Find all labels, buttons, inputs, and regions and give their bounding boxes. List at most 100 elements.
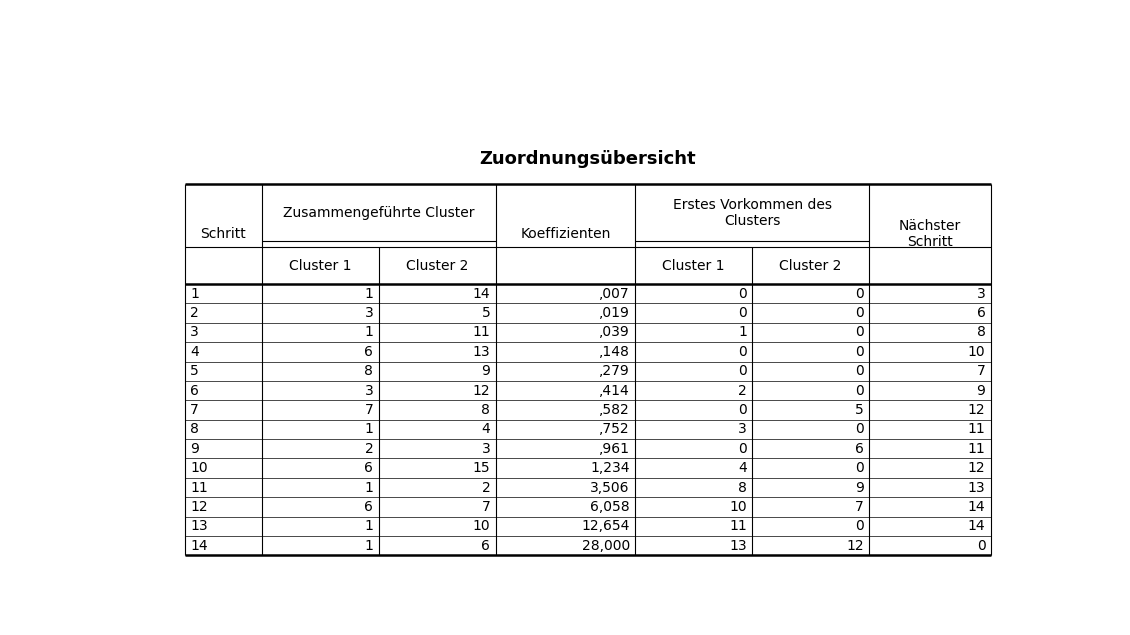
Text: 8: 8	[481, 403, 490, 417]
Text: 4: 4	[190, 345, 199, 359]
Text: 11: 11	[190, 481, 208, 495]
Text: 28,000: 28,000	[582, 538, 629, 552]
Text: 15: 15	[472, 461, 490, 475]
Text: ,039: ,039	[599, 326, 629, 340]
Text: 6: 6	[365, 461, 373, 475]
Text: 7: 7	[855, 500, 864, 514]
Text: 1: 1	[190, 286, 199, 301]
Text: 0: 0	[855, 345, 864, 359]
Text: ,019: ,019	[599, 306, 629, 320]
Text: 4: 4	[738, 461, 747, 475]
Text: 6: 6	[855, 442, 864, 456]
Text: 0: 0	[976, 538, 985, 552]
Text: 6: 6	[481, 538, 490, 552]
Text: 13: 13	[190, 519, 208, 533]
Text: ,279: ,279	[599, 364, 629, 378]
Text: 6: 6	[365, 345, 373, 359]
Text: 1: 1	[365, 326, 373, 340]
Text: Zuordnungsübersicht: Zuordnungsübersicht	[479, 150, 696, 168]
Text: 11: 11	[967, 422, 985, 436]
Text: 8: 8	[738, 481, 747, 495]
Text: 6: 6	[190, 384, 199, 398]
Text: 10: 10	[190, 461, 208, 475]
Text: 0: 0	[738, 442, 747, 456]
Text: 10: 10	[729, 500, 747, 514]
Text: 6,058: 6,058	[590, 500, 629, 514]
Text: 3: 3	[365, 306, 373, 320]
Text: 12: 12	[968, 403, 985, 417]
Text: 2: 2	[738, 384, 747, 398]
Text: 5: 5	[190, 364, 199, 378]
Text: Erstes Vorkommen des
Clusters: Erstes Vorkommen des Clusters	[672, 197, 832, 228]
Text: 4: 4	[481, 422, 490, 436]
Text: 2: 2	[481, 481, 490, 495]
Text: 7: 7	[365, 403, 373, 417]
Text: 1: 1	[365, 538, 373, 552]
Text: 11: 11	[967, 442, 985, 456]
Text: 3: 3	[365, 384, 373, 398]
Text: 12: 12	[472, 384, 490, 398]
Text: 13: 13	[729, 538, 747, 552]
Text: 12: 12	[968, 461, 985, 475]
Text: 11: 11	[472, 326, 490, 340]
Text: ,582: ,582	[599, 403, 629, 417]
Text: 14: 14	[190, 538, 208, 552]
Text: Schritt: Schritt	[200, 227, 246, 241]
Text: 14: 14	[968, 500, 985, 514]
Text: Cluster 2: Cluster 2	[406, 258, 468, 272]
Text: 0: 0	[855, 384, 864, 398]
Text: 6: 6	[976, 306, 985, 320]
Text: 0: 0	[855, 286, 864, 301]
Text: 0: 0	[738, 286, 747, 301]
Text: Nächster
Schritt: Nächster Schritt	[898, 219, 962, 249]
Text: Cluster 2: Cluster 2	[780, 258, 842, 272]
Text: 2: 2	[190, 306, 199, 320]
Text: 0: 0	[855, 364, 864, 378]
Text: 7: 7	[481, 500, 490, 514]
Text: 8: 8	[976, 326, 985, 340]
Text: 9: 9	[855, 481, 864, 495]
Text: ,961: ,961	[599, 442, 629, 456]
Text: ,007: ,007	[599, 286, 629, 301]
Text: 12: 12	[190, 500, 208, 514]
Text: 3: 3	[190, 326, 199, 340]
Text: 0: 0	[738, 403, 747, 417]
Text: 0: 0	[738, 364, 747, 378]
Text: 13: 13	[472, 345, 490, 359]
Text: Cluster 1: Cluster 1	[662, 258, 725, 272]
Text: 0: 0	[738, 345, 747, 359]
Text: ,414: ,414	[599, 384, 629, 398]
Text: 0: 0	[855, 306, 864, 320]
Text: 8: 8	[365, 364, 373, 378]
Text: 1: 1	[365, 519, 373, 533]
Text: 5: 5	[481, 306, 490, 320]
Text: 2: 2	[365, 442, 373, 456]
Text: 14: 14	[968, 519, 985, 533]
Text: 12: 12	[846, 538, 864, 552]
Text: 3: 3	[481, 442, 490, 456]
Text: 3: 3	[738, 422, 747, 436]
Text: 0: 0	[855, 422, 864, 436]
Text: 11: 11	[729, 519, 747, 533]
Text: Koeffizienten: Koeffizienten	[520, 227, 610, 241]
Text: 0: 0	[738, 306, 747, 320]
Text: Cluster 1: Cluster 1	[289, 258, 351, 272]
Text: 6: 6	[365, 500, 373, 514]
Text: 10: 10	[968, 345, 985, 359]
Text: 9: 9	[190, 442, 199, 456]
Text: 1: 1	[738, 326, 747, 340]
Text: 0: 0	[855, 519, 864, 533]
Text: 9: 9	[481, 364, 490, 378]
Text: 7: 7	[976, 364, 985, 378]
Text: 3,506: 3,506	[590, 481, 629, 495]
Text: 13: 13	[968, 481, 985, 495]
Text: ,148: ,148	[599, 345, 629, 359]
Text: 9: 9	[976, 384, 985, 398]
Text: 7: 7	[190, 403, 199, 417]
Text: 0: 0	[855, 326, 864, 340]
Text: Zusammengeführte Cluster: Zusammengeführte Cluster	[282, 206, 475, 220]
Text: 10: 10	[472, 519, 490, 533]
Text: 1: 1	[365, 422, 373, 436]
Text: 0: 0	[855, 461, 864, 475]
Text: 12,654: 12,654	[582, 519, 629, 533]
